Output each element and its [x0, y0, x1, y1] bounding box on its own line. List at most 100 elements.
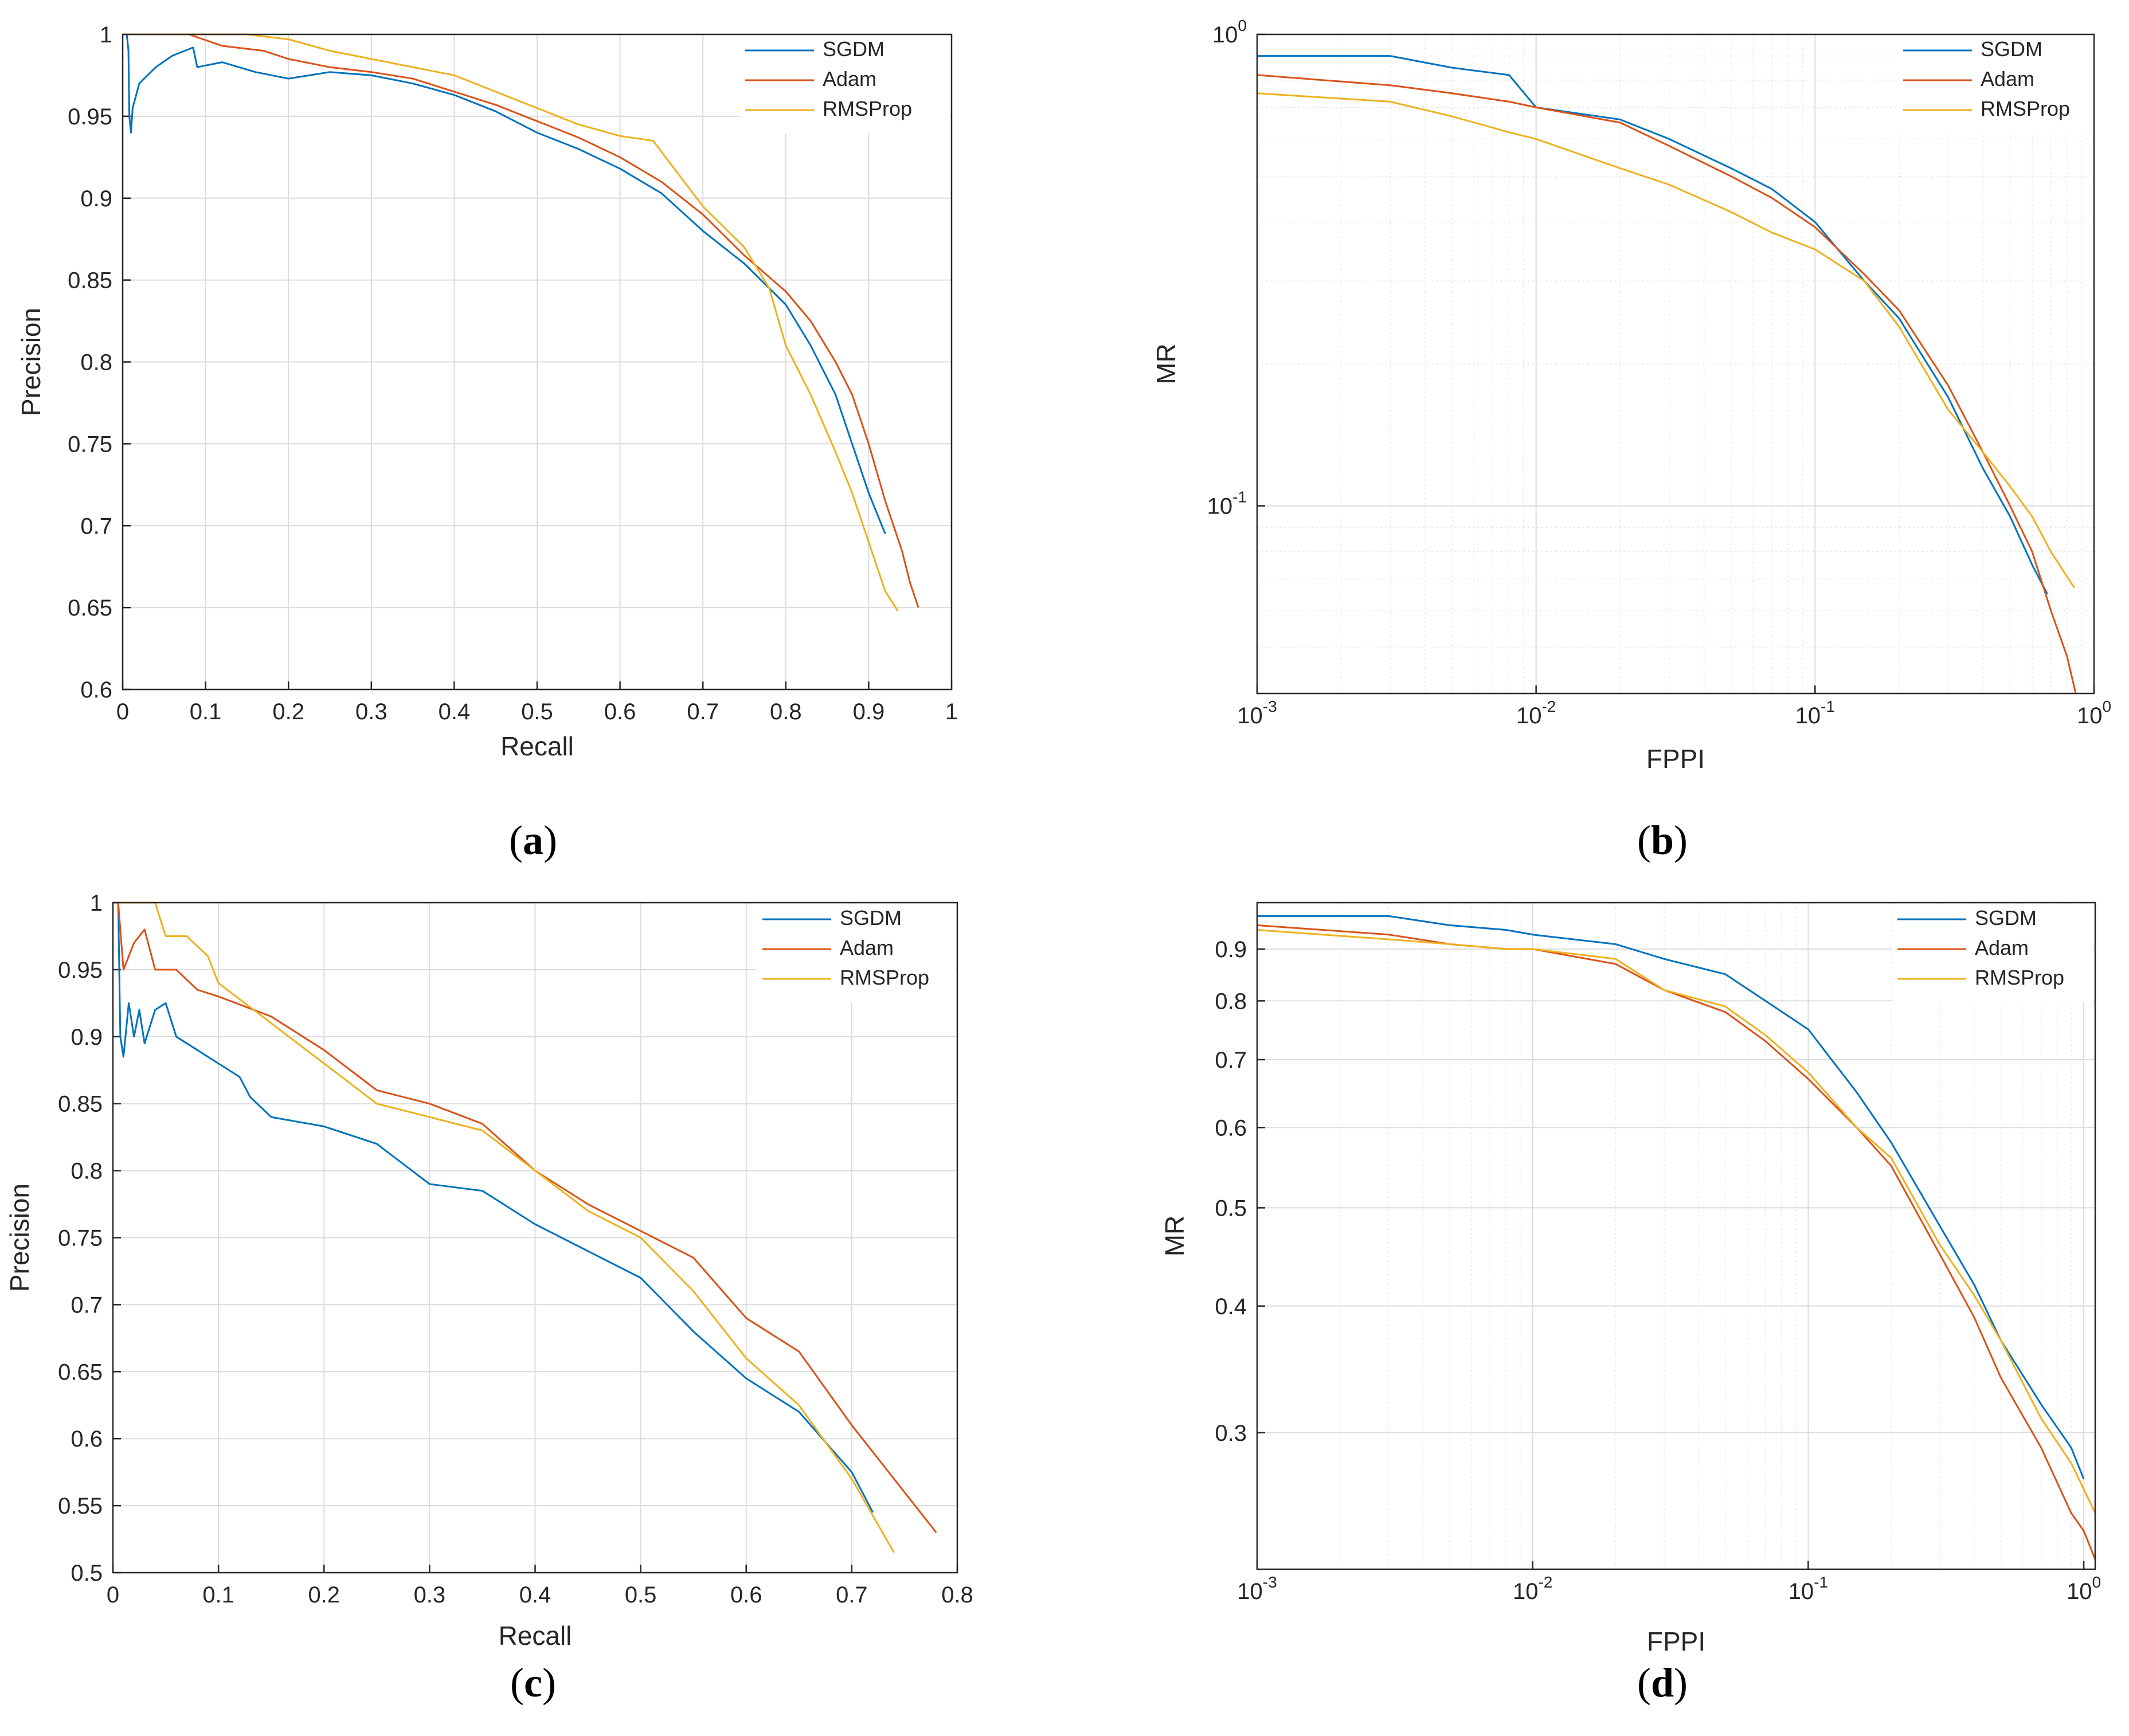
ytick_labels-label: 0.7: [1215, 1048, 1247, 1073]
xtick_labels-label: 0.6: [604, 699, 636, 724]
legend-label-adam: Adam: [1975, 936, 2029, 959]
xtick_labels-label-exponent: 0: [2102, 697, 2111, 715]
series-sgdm-line: [1257, 915, 2085, 1480]
caption-close-paren: ): [1674, 817, 1688, 863]
panel-caption: (c): [510, 1660, 556, 1706]
xtick_labels-label-base: 10: [1237, 1579, 1263, 1604]
xtick_labels-label: 10-1: [1788, 1573, 1828, 1604]
caption-close-paren: ): [1674, 1660, 1688, 1706]
legend-label-sgdm: SGDM: [1975, 906, 2037, 930]
xtick_labels-label: 0.1: [202, 1582, 234, 1608]
ytick_labels-label: 0.7: [71, 1292, 103, 1318]
xtick_labels-label: 0.8: [941, 1582, 973, 1608]
ytick_labels-label: 0.3: [1215, 1421, 1247, 1446]
ytick_labels-label: 100: [1212, 17, 1247, 48]
chart-d: 10-3 10-2 10-1 1000.30.40.50.60.70.80.9FPPI…: [1160, 902, 2101, 1706]
legend-background: [756, 904, 956, 1002]
ytick_labels-label: 0.6: [71, 1427, 103, 1452]
y-axis-label: MR: [1160, 1216, 1189, 1257]
xtick_labels-label-base: 10: [1795, 703, 1821, 728]
legend-label-rmsprop: RMSProp: [840, 966, 929, 989]
ytick_labels-label: 0.9: [80, 186, 112, 211]
xtick_labels-label: 100: [2077, 697, 2111, 728]
y-axis-label: MR: [1151, 343, 1181, 385]
xtick_labels-label: 0.8: [770, 699, 802, 724]
series-adam-line: [117, 902, 937, 1533]
ytick_labels-label: 0.9: [1215, 937, 1247, 962]
ytick_labels-label: 0.5: [71, 1561, 103, 1586]
xtick_labels-label: 0.5: [625, 1582, 657, 1608]
ytick_labels-label: 1: [90, 891, 103, 916]
xtick_labels-label-base: 10: [1516, 703, 1542, 728]
xtick_labels-label-exponent: 0: [2092, 1573, 2101, 1591]
xtick_labels-label-base: 10: [1513, 1579, 1539, 1604]
xtick_labels-label: 1: [945, 699, 958, 724]
ytick_labels-label: 0.8: [1215, 989, 1247, 1014]
ytick_labels-label: 0.4: [1215, 1294, 1247, 1319]
caption-close-paren: ): [543, 817, 557, 863]
legend: SGDM Adam RMSProp: [756, 904, 956, 1002]
ytick_labels-label: 0.75: [58, 1226, 103, 1251]
ytick_labels-label: 0.6: [1215, 1115, 1247, 1141]
caption-close-paren: ): [542, 1660, 556, 1706]
caption-letter: c: [524, 1660, 542, 1706]
ytick_labels-label: 0.65: [68, 595, 112, 621]
caption-open-paren: (: [509, 817, 523, 863]
ytick_labels-label-exponent: 0: [1238, 17, 1247, 34]
legend-label-adam: Adam: [840, 936, 894, 959]
series-adam-line: [1257, 924, 2096, 1560]
xtick_labels-label: 10-1: [1795, 697, 1835, 728]
caption-letter: a: [523, 817, 543, 863]
legend-label-rmsprop: RMSProp: [823, 97, 912, 120]
caption-open-paren: (: [510, 1660, 524, 1706]
xtick_labels-label: 0.4: [519, 1582, 551, 1608]
series-sgdm-line: [1257, 55, 2048, 595]
series-rmsprop-line: [118, 902, 895, 1553]
xtick_labels-label: 10-3: [1237, 1573, 1277, 1604]
xtick_labels-label: 0.5: [521, 699, 553, 724]
xtick_labels-label: 0.4: [439, 699, 471, 724]
ytick_labels-label: 0.95: [68, 104, 112, 130]
legend-label-adam: Adam: [1981, 67, 2034, 91]
panel-caption: (a): [509, 817, 557, 863]
xtick_labels-label-exponent: -1: [1821, 697, 1835, 715]
xtick_labels-label: 0.3: [355, 699, 388, 724]
xtick_labels-label: 0.2: [272, 699, 304, 724]
caption-open-paren: (: [1637, 817, 1651, 863]
series-sgdm-line: [126, 34, 886, 535]
xtick_labels-label-base: 10: [2077, 703, 2103, 728]
panel-caption: (d): [1637, 1660, 1688, 1706]
axes-box: [1256, 33, 2095, 695]
series-rmsprop-line: [127, 33, 899, 612]
legend: SGDM Adam RMSProp: [739, 35, 950, 134]
ytick_labels-label-base: 10: [1212, 22, 1238, 48]
series-sgdm-line: [117, 902, 874, 1513]
legend: SGDM Adam RMSProp: [1891, 904, 2093, 1002]
caption-letter: d: [1651, 1660, 1674, 1706]
series-adam-line: [127, 33, 919, 608]
ytick_labels-label: 1: [100, 22, 112, 48]
legend-label-sgdm: SGDM: [1981, 37, 2042, 61]
ytick_labels-label-exponent: -1: [1232, 488, 1247, 506]
xtick_labels-label: 0.3: [414, 1582, 446, 1608]
xtick_labels-label: 0.9: [853, 699, 885, 724]
series-rmsprop-line: [1257, 92, 2075, 589]
chart-b: 10-3 10-2 10-1 10010-1100FPPIMRSGDMAdamRMSP…: [1151, 17, 2111, 863]
series-rmsprop-line: [1257, 929, 2096, 1514]
ytick_labels-label: 0.8: [71, 1159, 103, 1184]
xtick_labels-label: 0: [116, 699, 129, 724]
series-adam-line: [1257, 74, 2077, 694]
legend-background: [1891, 904, 2093, 1002]
ytick_labels-label: 0.95: [58, 958, 103, 983]
ytick_labels-label: 0.7: [80, 514, 112, 539]
legend-label-rmsprop: RMSProp: [1981, 97, 2070, 120]
xtick_labels-label: 0.7: [687, 699, 719, 724]
xtick_labels-label: 0: [107, 1582, 119, 1608]
ytick_labels-label: 0.85: [58, 1092, 103, 1117]
x-axis-label: FPPI: [1646, 744, 1705, 774]
xtick_labels-label: 0.1: [190, 699, 222, 724]
xtick_labels-label: 10-2: [1513, 1573, 1552, 1604]
xtick_labels-label-base: 10: [2067, 1579, 2092, 1604]
ytick_labels-label: 0.85: [68, 268, 112, 293]
